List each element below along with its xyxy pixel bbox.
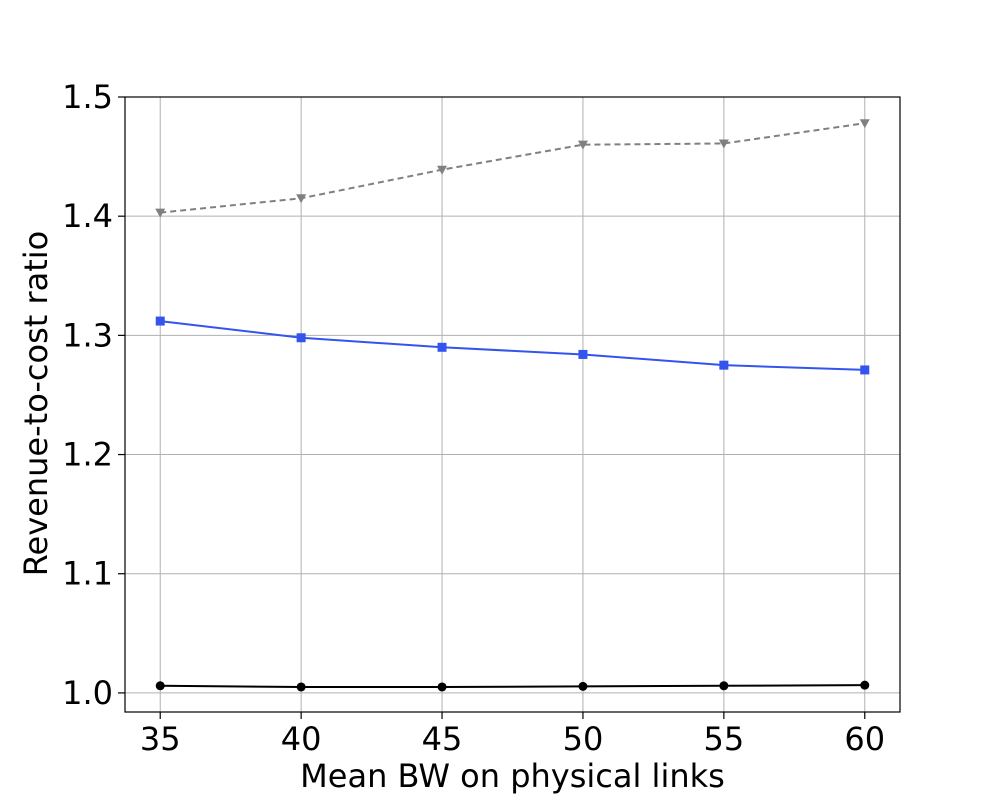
data-point-triangle — [577, 140, 588, 150]
axis-ticks: 35 40 45 50 55 60 1.0 1.1 1.2 1.3 1.4 1.5 — [62, 78, 885, 758]
series-square — [155, 316, 870, 375]
x-tick-label: 35 — [140, 720, 181, 758]
x-axis-label: Mean BW on physical links — [300, 757, 725, 795]
x-tick-label: 55 — [704, 720, 745, 758]
data-point-triangle — [155, 208, 166, 218]
y-tick-label: 1.3 — [62, 316, 113, 354]
series-group — [155, 119, 870, 692]
data-point-circle — [155, 681, 165, 691]
data-point-square — [296, 333, 306, 343]
x-tick-label: 45 — [422, 720, 463, 758]
data-point-circle — [578, 681, 588, 691]
data-point-square — [719, 360, 729, 370]
y-tick-label: 1.0 — [62, 674, 113, 712]
y-tick-label: 1.5 — [62, 78, 113, 116]
y-axis-label: Revenue-to-cost ratio — [17, 231, 55, 577]
data-point-circle — [437, 682, 447, 692]
data-point-square — [155, 316, 165, 326]
data-point-square — [437, 342, 447, 352]
x-tick-label: 50 — [563, 720, 604, 758]
x-tick-label: 40 — [281, 720, 322, 758]
y-tick-label: 1.2 — [62, 436, 113, 474]
grid-lines — [125, 96, 900, 712]
plot-area-frame — [124, 96, 901, 713]
data-point-circle — [296, 682, 306, 692]
y-tick-label: 1.4 — [62, 197, 113, 235]
y-tick-label: 1.1 — [62, 555, 113, 593]
series-line — [160, 320, 865, 371]
data-point-triangle — [437, 165, 448, 175]
data-point-circle — [860, 680, 870, 690]
data-point-triangle — [718, 139, 729, 149]
series-line — [160, 122, 865, 214]
data-point-triangle — [859, 119, 870, 129]
series-line — [160, 684, 865, 688]
data-point-triangle — [296, 194, 307, 204]
x-tick-label: 60 — [844, 720, 885, 758]
data-point-square — [860, 365, 870, 375]
series-triangle-down — [155, 119, 870, 218]
data-point-square — [578, 349, 588, 359]
series-circle — [155, 680, 870, 692]
data-point-circle — [719, 681, 729, 691]
